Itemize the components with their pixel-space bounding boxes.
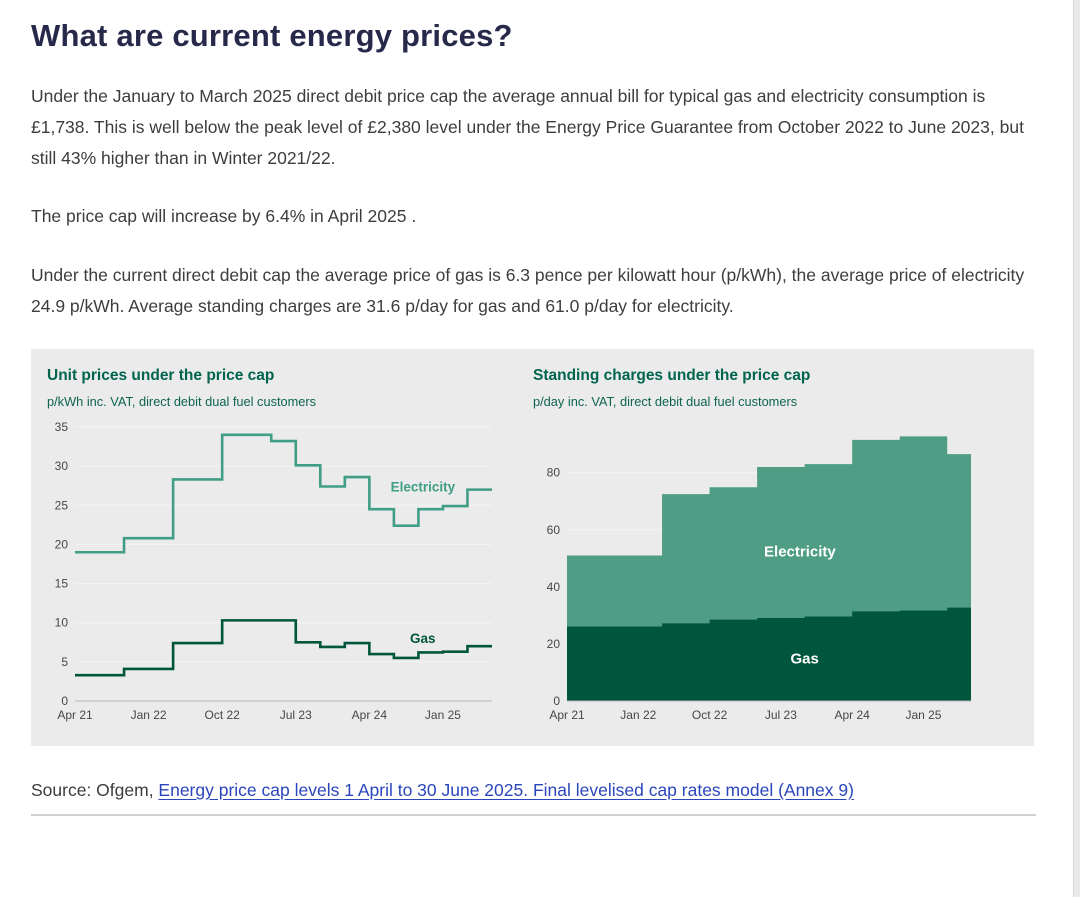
charts-panel: Unit prices under the price cap p/kWh in… (31, 348, 1034, 746)
svg-text:Oct 22: Oct 22 (204, 708, 240, 722)
paragraph-price-cap-summary: Under the January to March 2025 direct d… (31, 86, 1024, 169)
svg-text:Apr 24: Apr 24 (352, 708, 388, 722)
svg-text:Jan 22: Jan 22 (131, 708, 167, 722)
svg-text:80: 80 (547, 466, 561, 480)
svg-text:Jul 23: Jul 23 (765, 708, 797, 722)
svg-text:Jan 25: Jan 25 (905, 708, 941, 722)
svg-text:40: 40 (547, 580, 561, 594)
svg-text:Apr 21: Apr 21 (57, 708, 93, 722)
source-prefix: Source: Ofgem, (31, 779, 159, 800)
source-link[interactable]: Energy price cap levels 1 April to 30 Ju… (158, 779, 854, 800)
svg-text:Electricity: Electricity (391, 479, 456, 494)
unit-prices-step-line-chart: 0 5 10 15 20 25 30 35 Apr 21 Jan 22 Oct 22 Jul 23 Ap… (55, 420, 492, 722)
svg-text:0: 0 (553, 694, 560, 708)
chart-standing-charges: Standing charges under the price cap p/d… (533, 367, 1033, 732)
page-title: What are current energy prices? (31, 18, 513, 53)
chart-unit-prices-title: Unit prices under the price cap (47, 366, 275, 384)
svg-text:Jan 25: Jan 25 (425, 708, 461, 722)
svg-text:10: 10 (55, 616, 69, 630)
svg-text:Jan 22: Jan 22 (620, 708, 656, 722)
paragraph-unit-prices: Under the current direct debit cap the a… (31, 264, 1025, 316)
article-page: What are current energy prices? Under th… (31, 18, 1036, 816)
svg-text:60: 60 (547, 523, 561, 537)
svg-text:15: 15 (55, 576, 69, 590)
standing-charges-stacked-area-chart: 0 20 40 60 80 Apr 21 Jan 22 Oct 22 Jul 23 Apr 24 J… (547, 436, 971, 722)
svg-text:Oct 22: Oct 22 (692, 708, 728, 722)
source-line: Source: Ofgem, Energy price cap levels 1… (31, 776, 1034, 806)
svg-text:Gas: Gas (410, 631, 436, 646)
svg-text:30: 30 (55, 459, 69, 473)
chart-unit-prices: Unit prices under the price cap p/kWh in… (47, 367, 515, 732)
svg-text:20: 20 (55, 537, 69, 551)
svg-text:Electricity: Electricity (764, 543, 836, 560)
svg-text:Jul 23: Jul 23 (280, 708, 312, 722)
section-divider (31, 813, 1036, 816)
chart-standing-charges-title: Standing charges under the price cap (533, 366, 811, 384)
svg-text:Apr 24: Apr 24 (834, 708, 870, 722)
chart-unit-prices-subtitle: p/kWh inc. VAT, direct debit dual fuel c… (47, 393, 317, 409)
svg-text:0: 0 (61, 694, 68, 708)
svg-text:Gas: Gas (790, 650, 818, 667)
paragraph-price-cap-increase: The price cap will increase by 6.4% in A… (31, 206, 417, 227)
page-edge-strip (1073, 0, 1080, 897)
svg-text:25: 25 (55, 498, 69, 512)
svg-text:5: 5 (61, 655, 68, 669)
svg-text:Apr 21: Apr 21 (549, 708, 585, 722)
svg-text:20: 20 (547, 637, 561, 651)
svg-text:35: 35 (55, 420, 69, 434)
chart-standing-charges-subtitle: p/day inc. VAT, direct debit dual fuel c… (533, 393, 798, 409)
